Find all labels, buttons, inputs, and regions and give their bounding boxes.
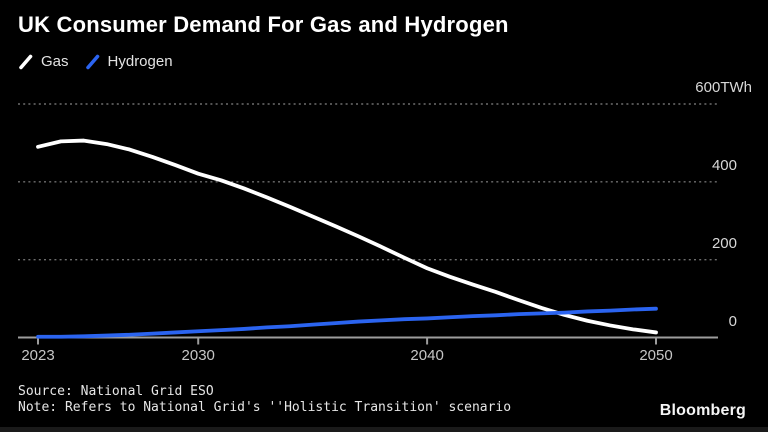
chart-footer: Source: National Grid ESO Note: Refers t… [18,384,511,416]
chart-title: UK Consumer Demand For Gas and Hydrogen [18,12,509,37]
y-axis-unit-label: TWh [720,79,752,96]
x-axis-tick-label-2030: 2030 [181,347,215,364]
x-axis-tick-label-2040: 2040 [410,347,444,364]
y-axis-tick-label-600: 600TWh [695,79,752,96]
legend-label-hydrogen: Hydrogen [107,53,173,70]
note-text: Note: Refers to National Grid's ''Holist… [18,400,512,415]
x-axis-tick-label-2050: 2050 [639,347,673,364]
y-axis-tick-label-200: 200 [711,234,737,252]
hydrogen-line [36,306,658,339]
legend-item-hydrogen: Hydrogen [85,53,173,70]
chart-legend: Gas Hydrogen [18,53,173,70]
y-axis-tick-label-0: 0 [728,312,737,330]
x-axis-tick-label-2023: 2023 [21,347,55,364]
gas-line [36,138,658,335]
bottom-strip [0,427,768,432]
legend-label-gas: Gas [41,53,69,70]
gas-line-swatch-icon [19,54,33,69]
legend-item-gas: Gas [18,53,69,70]
source-text: Source: National Grid ESO [18,384,214,399]
hydrogen-line-swatch-icon [85,54,99,69]
y-axis-tick-label-400: 400 [711,156,737,174]
bloomberg-logo: Bloomberg [659,402,746,419]
